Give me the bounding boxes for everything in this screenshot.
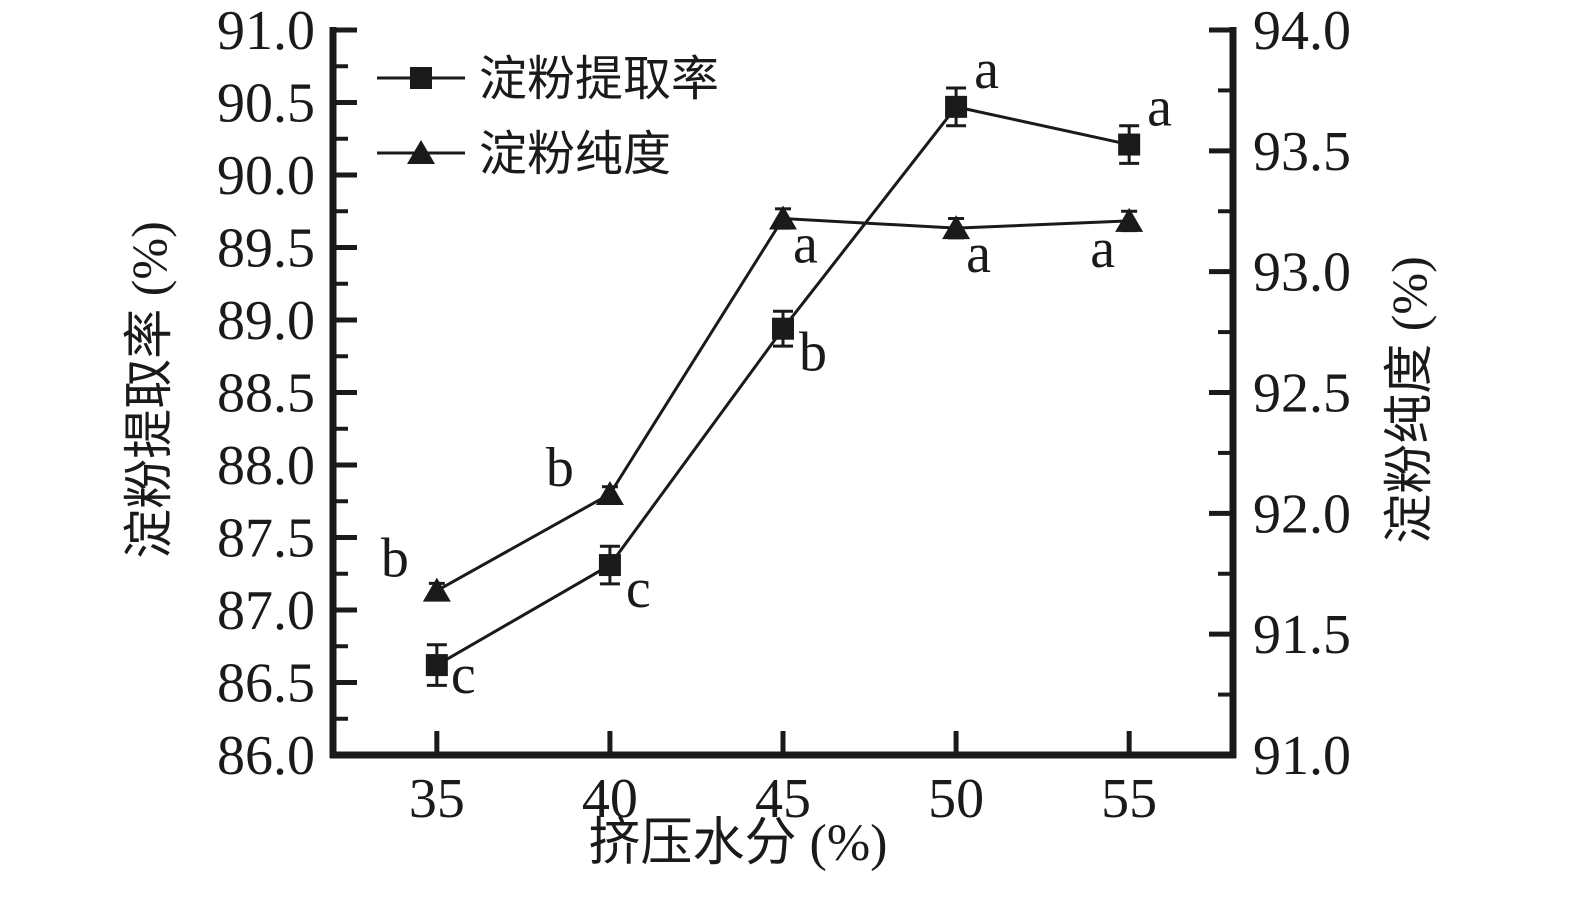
y-axis-left-title: 淀粉提取率 (%) — [121, 221, 177, 558]
square-marker — [425, 654, 448, 677]
y-axis-left-tick-label: 88.0 — [217, 435, 315, 497]
x-axis-tick-label: 50 — [928, 768, 984, 830]
significance-letter: c — [626, 558, 651, 620]
square-marker — [945, 95, 968, 118]
triangle-marker — [769, 205, 797, 230]
x-axis-tick-label: 55 — [1101, 768, 1157, 830]
x-axis-title: 挤压水分 (%) — [589, 815, 888, 872]
legend-square-marker — [410, 67, 432, 89]
y-axis-right-tick-label: 92.5 — [1253, 363, 1351, 425]
square-marker — [1118, 133, 1141, 156]
y-axis-left-tick-label: 90.5 — [217, 73, 315, 135]
y-axis-right-title: 淀粉纯度 (%) — [1381, 256, 1437, 543]
triangle-marker — [942, 215, 971, 240]
square-marker — [772, 317, 794, 340]
y-axis-right-tick-label: 94.0 — [1253, 0, 1351, 62]
significance-letter: a — [793, 214, 818, 276]
y-axis-left-tick-label: 88.5 — [217, 363, 315, 425]
x-axis-tick-label: 45 — [755, 768, 811, 830]
triangle-marker — [422, 577, 451, 602]
series-line-square — [436, 105, 1130, 667]
legend-triangle-marker — [407, 140, 435, 164]
significance-letter: a — [1090, 218, 1115, 280]
triangle-marker — [595, 481, 624, 505]
y-axis-left-tick-label: 91.0 — [217, 0, 315, 62]
legend-label: 淀粉纯度 — [479, 128, 671, 181]
y-axis-left-tick-label: 89.5 — [217, 218, 315, 280]
significance-letter: c — [451, 644, 476, 706]
significance-letter: a — [1147, 77, 1172, 139]
series-line-triangle — [436, 216, 1130, 592]
significance-letter: b — [381, 528, 409, 590]
significance-letter: a — [974, 39, 999, 101]
y-axis-right-tick-label: 91.5 — [1253, 604, 1351, 666]
y-axis-right-tick-label: 93.0 — [1253, 242, 1351, 304]
y-axis-right-tick-label: 92.0 — [1253, 483, 1351, 545]
x-axis-tick-label: 40 — [582, 768, 638, 830]
y-axis-left-tick-label: 86.0 — [217, 725, 315, 787]
y-axis-left-tick-label: 87.0 — [217, 580, 315, 642]
y-axis-left-tick-label: 89.0 — [217, 290, 315, 352]
significance-letter: b — [546, 437, 574, 499]
x-axis-tick-label: 35 — [409, 768, 465, 830]
y-axis-right-tick-label: 91.0 — [1253, 725, 1351, 787]
square-marker — [598, 554, 621, 577]
significance-letter: a — [966, 223, 991, 285]
y-axis-left-tick-label: 86.5 — [217, 653, 315, 715]
y-axis-left-tick-label: 90.0 — [217, 145, 315, 207]
significance-letter: b — [799, 322, 827, 384]
legend-label: 淀粉提取率 — [479, 53, 719, 106]
triangle-marker — [1115, 207, 1144, 232]
y-axis-right-tick-label: 93.5 — [1253, 121, 1351, 183]
y-axis-left-tick-label: 87.5 — [217, 508, 315, 570]
